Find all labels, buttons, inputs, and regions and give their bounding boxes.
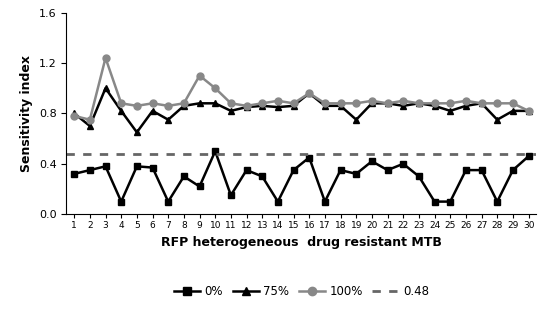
Y-axis label: Sensitivity index: Sensitivity index: [20, 55, 33, 172]
Legend: 0%, 75%, 100%, 0.48: 0%, 75%, 100%, 0.48: [169, 281, 434, 303]
X-axis label: RFP heterogeneous  drug resistant MTB: RFP heterogeneous drug resistant MTB: [161, 236, 442, 249]
